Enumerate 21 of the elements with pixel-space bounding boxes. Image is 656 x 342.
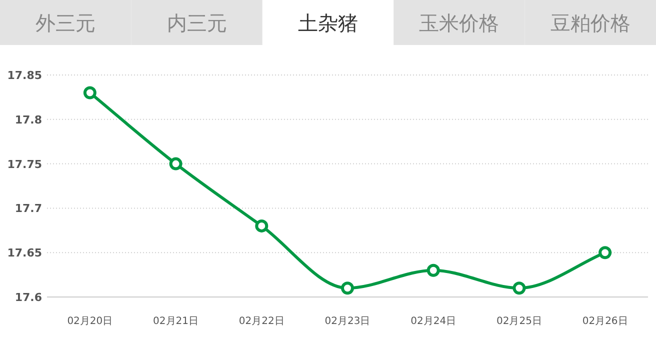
- point: [255, 219, 268, 232]
- y-tick-label: 17.8: [14, 113, 42, 126]
- y-tick-label: 17.75: [7, 158, 42, 171]
- x-tick-label: 02月24日: [410, 316, 456, 327]
- x-tick-label: 02月22日: [238, 316, 284, 327]
- x-tick-label: 02月26日: [582, 316, 628, 327]
- point: [83, 86, 96, 100]
- x-tick-label: 02月20日: [67, 316, 113, 327]
- tabs: 外三元 内三元 土杂猪 玉米价格 豆粕价格: [0, 0, 656, 45]
- y-tick-label: 17.65: [7, 246, 42, 260]
- point: [598, 246, 612, 260]
- point: [512, 282, 526, 295]
- y-tick-label: 17.7: [14, 202, 42, 216]
- point: [341, 282, 354, 295]
- x-tick-label: 02月23日: [324, 316, 370, 327]
- point: [426, 264, 440, 277]
- point: [169, 157, 182, 170]
- x-tick-label: 02月25日: [496, 316, 542, 327]
- y-tick-label: 17.6: [14, 291, 42, 304]
- x-tick-label: 02月21日: [153, 316, 199, 327]
- y-tick-label: 17.85: [7, 69, 42, 82]
